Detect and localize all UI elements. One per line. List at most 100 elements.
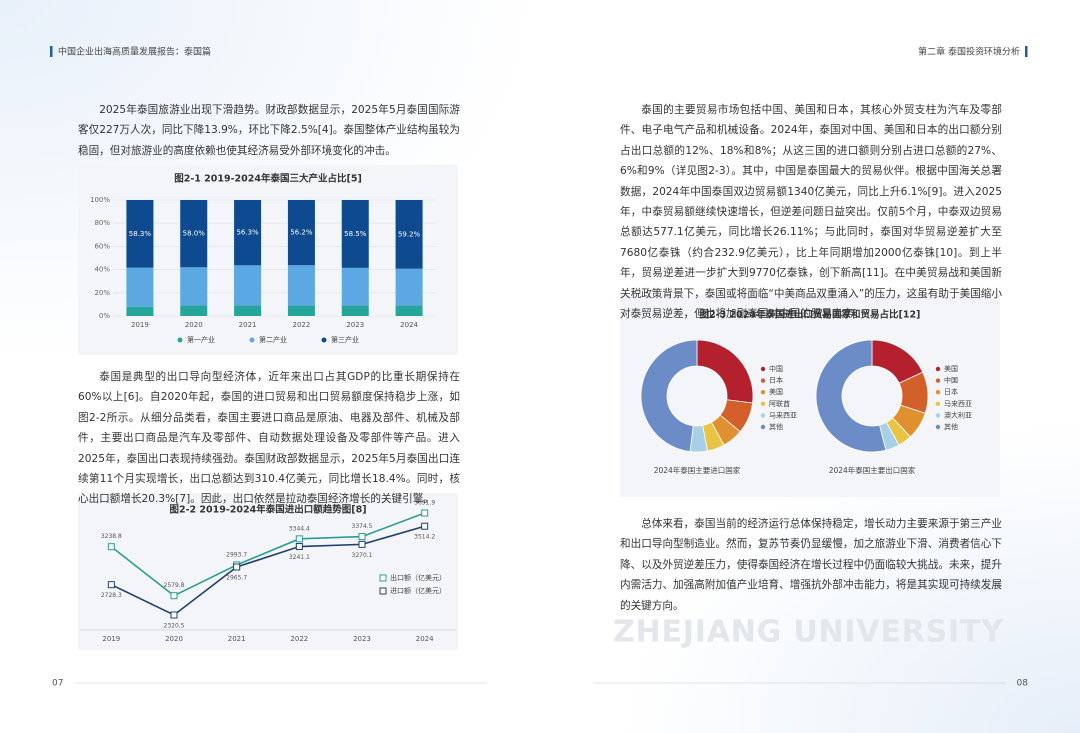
x-tick-label: 2021 [228,635,246,643]
legend-label: 中国 [769,364,783,373]
y-tick-label: 80% [94,219,110,227]
bar-segment [126,306,154,316]
page-number: 07 [52,679,63,689]
legend-marker [760,390,766,395]
series-line [110,512,425,597]
legend-marker [935,366,941,372]
data-label: 3691.9 [414,500,435,507]
bar-segment [341,305,369,316]
y-tick-label: 0% [99,312,110,320]
bar-segment [180,305,208,316]
y-tick-label: 100% [90,196,110,204]
bar-segment [180,200,208,268]
legend-label: 马来西亚 [769,411,797,419]
series-line [110,525,425,616]
point-marker [358,533,366,541]
legend-label: 第三产业 [331,335,359,344]
legend-label: 出口额（亿美元） [390,573,446,582]
x-tick-label: 2022 [293,321,311,329]
bar-segment [126,200,154,268]
bar-segment [234,200,262,266]
x-tick-label: 2019 [131,321,149,329]
bar-segment [287,265,315,306]
y-tick-label: 60% [94,242,110,250]
point-marker [358,540,366,548]
point-marker [295,543,303,551]
pie-subtitle: 2024年泰国主要进口国家 [654,465,741,475]
legend-marker [760,401,766,406]
x-tick-label: 2023 [353,635,371,643]
data-label: 2993.7 [226,551,247,558]
x-tick-label: 2024 [416,635,434,643]
data-label: 59.2% [398,230,421,238]
chart-title: 图2-3 2024年泰国进出口贸易国家和贸易占比[12] [700,309,921,321]
bar-segment [234,265,262,306]
bar-segment [287,200,315,266]
legend-marker [760,378,766,383]
bar-segment [395,305,423,316]
page-number: 08 [1017,679,1029,689]
point-marker [295,535,303,543]
chart-title: 图2-1 2019-2024年泰国三大产业占比[5] [174,173,362,185]
x-tick-label: 2021 [239,321,257,329]
x-tick-label: 2022 [290,635,308,643]
bar-segment [395,268,423,306]
legend-marker [760,366,766,372]
x-tick-label: 2023 [346,321,364,329]
chart-title: 图2-2 2019-2024年泰国进出口额趋势图[8] [169,504,366,516]
x-tick-label: 2019 [102,635,120,643]
legend-label: 美国 [944,364,958,373]
legend-label: 中国 [944,376,958,385]
legend-label: 进口额（亿美元） [390,586,446,595]
donut-slice [815,339,887,453]
bar-segment [180,267,208,306]
pie-subtitle: 2024年泰国主要出口国家 [829,465,916,475]
legend-marker [935,390,941,395]
legend-label: 日本 [769,376,783,385]
x-tick-label: 2020 [185,321,203,329]
data-label: 58.3% [129,230,152,238]
data-label: 2965.7 [226,575,247,582]
legend-label: 澳大利亚 [944,410,972,419]
point-marker [107,543,115,551]
legend-marker [935,413,941,418]
data-label: 3514.2 [414,534,435,541]
donut-slice [640,339,698,453]
bar-segment [234,305,262,316]
legend-marker [177,337,183,343]
data-label: 2320.5 [164,623,185,630]
data-label: 2579.8 [164,582,185,589]
point-marker [233,563,241,571]
chart-panel [620,295,1000,497]
data-label: 3238.8 [101,533,122,540]
data-label: 3374.5 [352,523,373,530]
legend-marker [760,424,766,430]
point-marker [107,581,115,589]
bar-segment [395,200,423,269]
x-tick-label: 2020 [165,635,183,643]
data-label: 2728.3 [101,592,122,599]
paragraph: 泰国是典型的出口导向型经济体，近年来出口占其GDP的比重长期保持在60%以上[6… [78,371,460,506]
legend-label: 美国 [769,387,783,396]
point-marker [170,592,178,600]
bar-segment [126,267,154,307]
legend-marker [249,337,255,343]
header-left: 中国企业出海高质量发展报告：泰国篇 [58,46,211,58]
legend-label: 其他 [944,422,958,431]
legend-marker [321,337,327,343]
header-marker [1025,46,1028,57]
point-marker [421,509,429,517]
x-tick-label: 2024 [400,321,418,329]
legend-marker [935,401,941,406]
legend-marker [935,424,941,430]
bar-segment [341,200,369,268]
legend-marker [760,413,766,418]
header-right: 第二章 泰国投资环境分析 [918,46,1020,58]
legend-label: 马来西亚 [944,400,972,408]
paragraph: 泰国的主要贸易市场包括中国、美国和日本，其核心外贸支柱为汽车及零部件、电子电气产… [620,104,1002,321]
chart-panel [78,493,458,650]
legend-label: 第二产业 [259,335,287,344]
y-tick-label: 40% [94,266,110,274]
